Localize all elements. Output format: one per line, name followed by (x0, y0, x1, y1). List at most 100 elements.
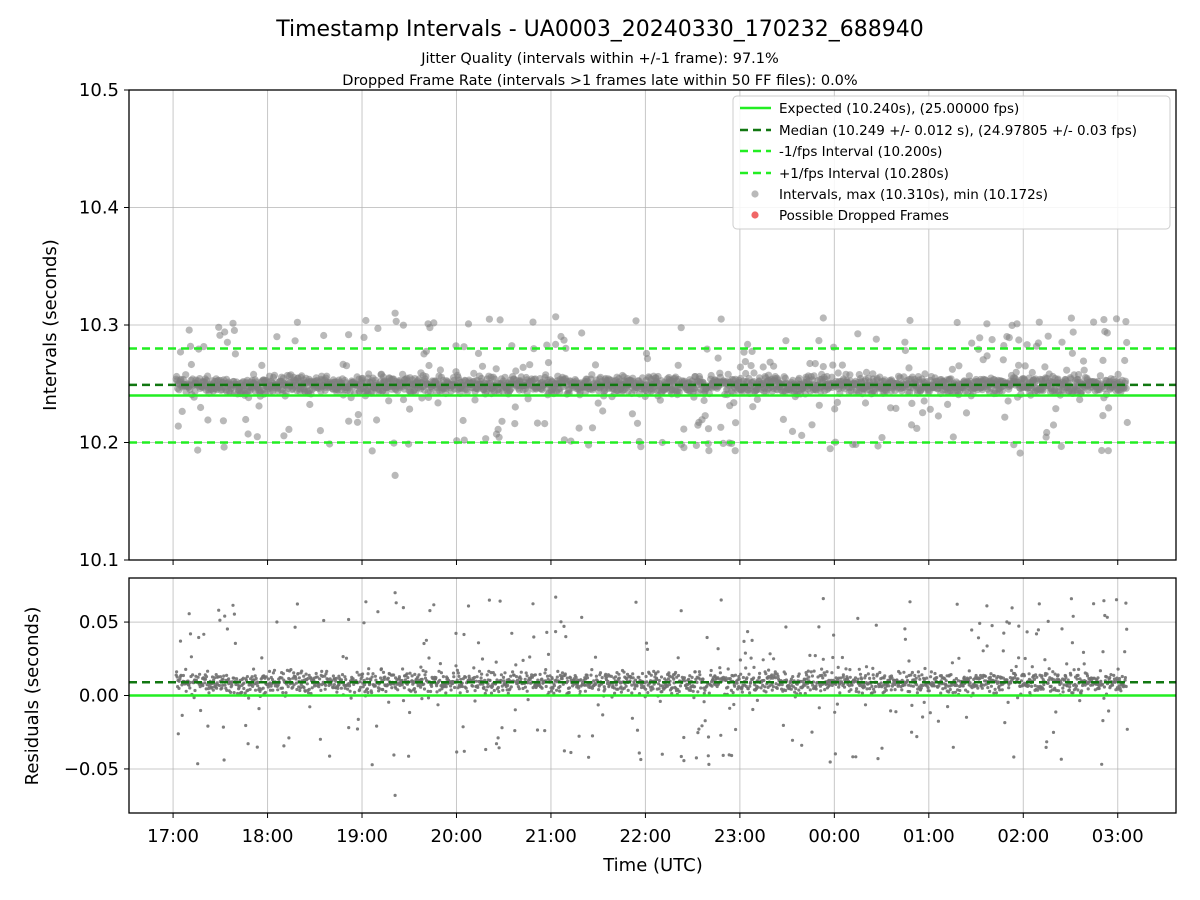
residual-point (204, 675, 209, 679)
residual-point (817, 706, 821, 710)
residual-point (514, 663, 518, 667)
interval-point (724, 370, 732, 378)
residual-point (682, 676, 687, 680)
residual-point (631, 672, 635, 676)
interval-point (705, 447, 713, 455)
residual-point (707, 691, 711, 695)
residual-point (614, 683, 618, 687)
residual-point (583, 689, 588, 693)
residual-point (979, 673, 983, 678)
residual-point (679, 609, 683, 613)
residual-point (978, 621, 982, 626)
residual-point (941, 687, 945, 691)
residual-point (247, 696, 251, 700)
residual-point (560, 677, 564, 681)
residual-point (358, 688, 362, 692)
residual-point (839, 676, 843, 680)
residual-point (810, 674, 815, 678)
residual-point (911, 684, 916, 688)
residual-point (203, 677, 208, 681)
residual-point (1035, 675, 1039, 679)
residual-point (733, 684, 737, 688)
interval-point (291, 337, 299, 345)
interval-point (250, 370, 258, 378)
residual-point (768, 652, 772, 656)
residual-point (384, 689, 388, 694)
interval-point (244, 430, 252, 438)
interval-point (874, 442, 882, 450)
residual-point (950, 661, 955, 665)
residual-point (617, 676, 621, 680)
residual-point (1097, 686, 1101, 691)
interval-point (194, 446, 202, 454)
interval-point (1123, 418, 1131, 427)
residual-point (709, 668, 713, 673)
residual-point (850, 683, 854, 687)
interval-point (949, 433, 957, 441)
residual-point (630, 716, 635, 720)
residual-point (858, 672, 863, 676)
residual-point (1046, 681, 1050, 685)
residual-point (424, 670, 428, 674)
residual-point (275, 620, 279, 624)
residual-point (336, 686, 340, 691)
interval-point (221, 328, 229, 336)
residual-point (791, 675, 795, 679)
residual-point (1014, 664, 1018, 669)
residual-point (883, 674, 887, 678)
residual-point (701, 677, 705, 681)
residual-point (724, 678, 728, 682)
interval-point (1005, 334, 1013, 342)
x-tick-label: 22:00 (619, 826, 671, 847)
residual-point (744, 666, 748, 670)
residual-point (980, 683, 984, 687)
residual-point (347, 617, 351, 622)
residual-point (257, 707, 261, 711)
residual-point (719, 733, 723, 737)
interval-point (1121, 356, 1129, 365)
residual-point (696, 731, 700, 735)
residual-point (613, 691, 617, 695)
residual-point (396, 688, 400, 692)
residual-point (1115, 676, 1119, 680)
chart-title: Timestamp Intervals - UA0003_20240330_17… (275, 17, 924, 42)
residuals-y-tick-label: 0.00 (79, 686, 119, 707)
interval-point (953, 318, 961, 327)
residual-point (830, 671, 834, 675)
residual-point (874, 623, 878, 627)
interval-point (524, 395, 532, 403)
interval-point (1049, 421, 1058, 429)
residual-point (797, 688, 801, 692)
residual-point (817, 625, 821, 629)
residual-point (700, 724, 704, 728)
interval-point (1121, 377, 1129, 385)
residual-point (589, 673, 593, 677)
legend: Expected (10.240s), (25.00000 fps) Media… (732, 95, 1171, 230)
interval-point (231, 350, 239, 358)
interval-point (905, 364, 913, 372)
residual-point (841, 673, 846, 677)
residual-point (282, 744, 286, 748)
residual-point (927, 689, 931, 693)
residual-point (694, 756, 699, 760)
residual-point (407, 754, 411, 758)
residual-point (1064, 675, 1068, 680)
residual-point (544, 668, 548, 672)
residual-point (214, 673, 218, 677)
residual-point (428, 609, 432, 613)
residual-point (808, 653, 812, 658)
residual-point (677, 689, 681, 694)
residual-point (604, 672, 608, 676)
interval-point (460, 343, 468, 351)
interval-point (846, 371, 854, 379)
residual-point (622, 670, 626, 674)
residual-point (597, 688, 601, 692)
residual-point (325, 669, 329, 674)
interval-point (892, 404, 900, 412)
residual-point (218, 618, 222, 622)
interval-point (543, 341, 551, 349)
residual-point (920, 673, 924, 677)
residual-point (289, 668, 293, 672)
interval-point (373, 416, 381, 424)
residual-point (180, 713, 184, 718)
